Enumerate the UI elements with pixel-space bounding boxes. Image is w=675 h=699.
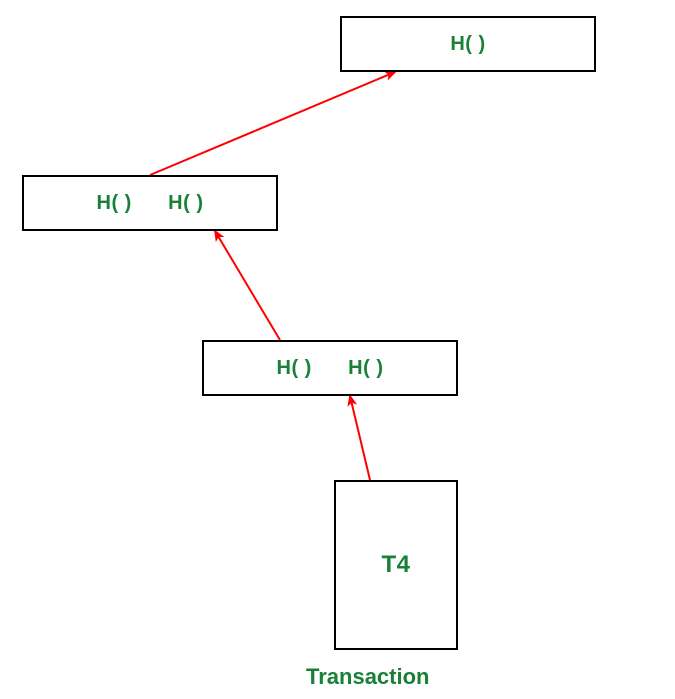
node-root: H( ): [340, 16, 596, 72]
edge-leaf-to-level2: [350, 396, 370, 480]
caption-transaction: Transaction: [306, 664, 429, 690]
node-level2: H( ) H( ): [202, 340, 458, 396]
caption-text: Transaction: [306, 664, 429, 689]
node-level1: H( ) H( ): [22, 175, 278, 231]
diagram-canvas: H( ) H( ) H( ) H( ) H( ) T4 Transaction: [0, 0, 675, 699]
node-root-label: H( ): [450, 33, 485, 56]
edge-level2-to-level1: [215, 231, 280, 340]
node-leaf-label: T4: [381, 551, 410, 579]
node-level1-label: H( ) H( ): [97, 192, 204, 215]
edge-level1-to-root: [150, 72, 395, 175]
node-leaf: T4: [334, 480, 458, 650]
node-level2-label: H( ) H( ): [277, 357, 384, 380]
